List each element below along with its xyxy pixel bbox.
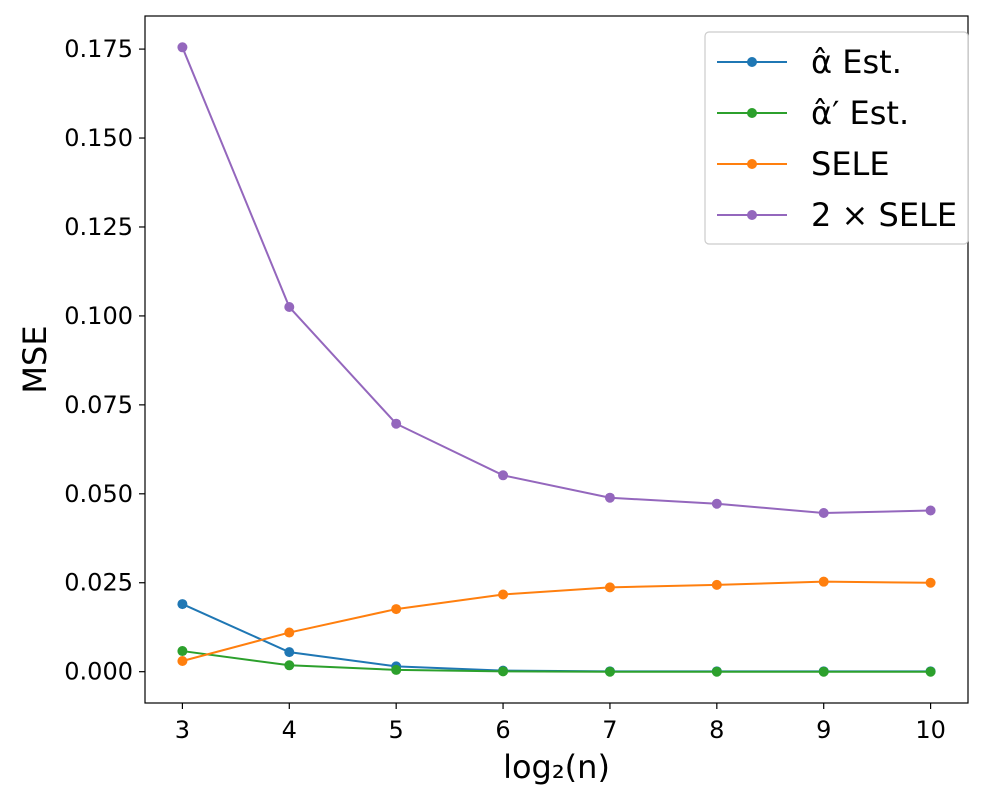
x-tick-label: 6 bbox=[495, 716, 510, 744]
axes-frame bbox=[144, 15, 969, 704]
series-line bbox=[182, 650, 931, 673]
series-2 bbox=[177, 576, 936, 667]
data-point bbox=[498, 589, 509, 600]
data-point bbox=[391, 418, 402, 429]
legend-item: α̂′ Est. bbox=[717, 94, 909, 132]
x-tick-label: 3 bbox=[175, 716, 190, 744]
data-point bbox=[284, 647, 295, 658]
data-point bbox=[818, 666, 829, 677]
x-tick-label: 7 bbox=[602, 716, 617, 744]
series-line bbox=[182, 580, 931, 662]
x-tick-label: 5 bbox=[389, 716, 404, 744]
legend-swatch-marker bbox=[747, 210, 757, 220]
data-point bbox=[391, 664, 402, 675]
data-point bbox=[498, 470, 509, 481]
data-point bbox=[711, 498, 722, 509]
axes-layer: 3 4 5 6 7 8 9 10 0.000 0.025 0.050 0.075 0.100 0.125 0… bbox=[64, 15, 969, 744]
data-point bbox=[925, 505, 936, 516]
data-point bbox=[177, 599, 188, 610]
y-tick-label: 0.000 bbox=[64, 658, 133, 686]
legend-item: α̂ Est. bbox=[717, 43, 902, 81]
series-1 bbox=[177, 646, 936, 677]
y-tick-label: 0.125 bbox=[64, 213, 133, 241]
data-point bbox=[498, 666, 509, 677]
legend-swatch-marker bbox=[747, 108, 757, 118]
legend-item: SELE bbox=[717, 145, 890, 183]
data-point bbox=[177, 646, 188, 657]
y-tick-label: 0.100 bbox=[64, 302, 133, 330]
data-point bbox=[925, 577, 936, 588]
data-point bbox=[925, 666, 936, 677]
data-point bbox=[284, 302, 295, 313]
x-tick-label: 4 bbox=[282, 716, 297, 744]
legend: α̂ Est. α̂′ Est. SELE 2 × SELE bbox=[704, 31, 969, 245]
x-tick-label: 8 bbox=[709, 716, 724, 744]
data-point bbox=[604, 492, 615, 503]
x-tick-label: 9 bbox=[816, 716, 831, 744]
legend-label: 2 × SELE bbox=[811, 196, 957, 234]
y-tick-label: 0.075 bbox=[64, 391, 133, 419]
series-layer bbox=[177, 42, 936, 677]
data-point bbox=[604, 666, 615, 677]
legend-label: α̂′ Est. bbox=[811, 94, 909, 132]
legend-swatch-marker bbox=[747, 57, 757, 67]
data-point bbox=[177, 42, 188, 53]
data-point bbox=[604, 582, 615, 593]
data-point bbox=[711, 579, 722, 590]
y-tick-label: 0.150 bbox=[64, 124, 133, 152]
data-point bbox=[177, 656, 188, 667]
x-axis-title: log₂(n) bbox=[503, 748, 610, 786]
data-point bbox=[711, 666, 722, 677]
legend-label: α̂ Est. bbox=[811, 43, 902, 81]
legend-swatch-marker bbox=[747, 159, 757, 169]
y-tick-label: 0.175 bbox=[64, 35, 133, 63]
data-point bbox=[284, 660, 295, 671]
y-tick-label: 0.025 bbox=[64, 569, 133, 597]
y-tick-label: 0.050 bbox=[64, 480, 133, 508]
data-point bbox=[818, 508, 829, 519]
data-point bbox=[391, 604, 402, 615]
x-tick-label: 10 bbox=[915, 716, 946, 744]
data-point bbox=[284, 627, 295, 638]
legend-box bbox=[704, 31, 969, 245]
legend-label: SELE bbox=[811, 145, 890, 183]
legend-item: 2 × SELE bbox=[717, 196, 957, 234]
data-point bbox=[818, 576, 829, 587]
series-3 bbox=[177, 42, 936, 519]
y-axis-title: MSE bbox=[16, 325, 54, 393]
series-line bbox=[181, 46, 931, 515]
